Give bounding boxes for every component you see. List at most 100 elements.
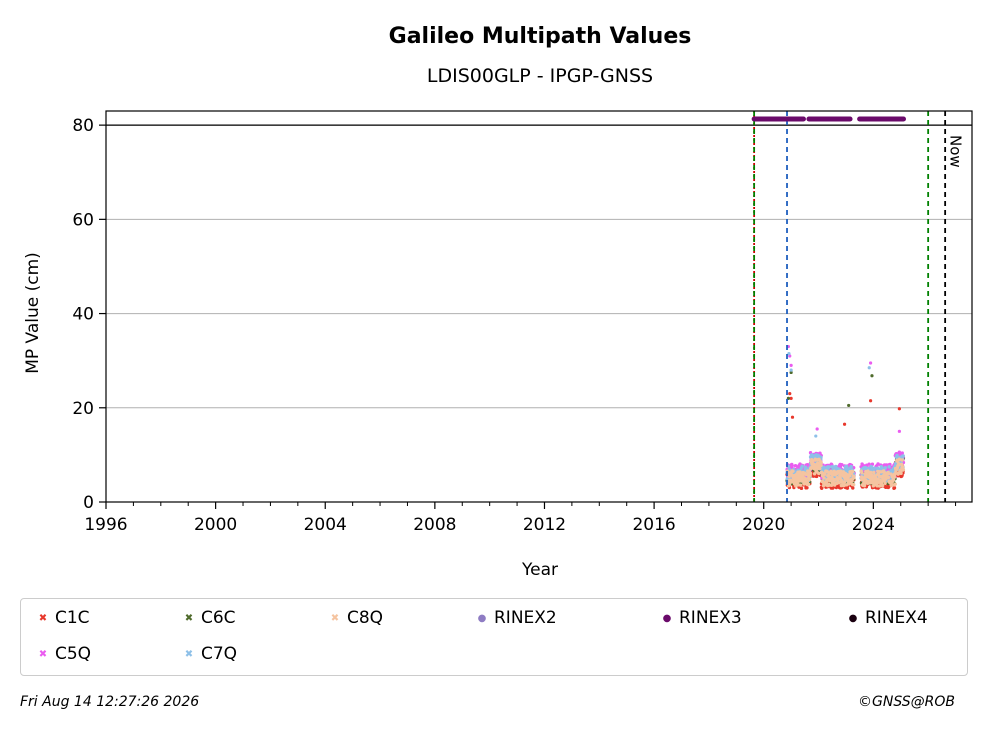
point-c5q <box>840 462 844 467</box>
plot-frame <box>105 110 973 503</box>
legend-item-c7q: ✖ C7Q <box>183 643 237 665</box>
legend-marker-c7q: ✖ <box>184 648 194 660</box>
point-c8q <box>794 484 798 488</box>
point-c8q <box>897 457 902 461</box>
now-label: Now <box>947 135 965 168</box>
legend-label: C1C <box>55 608 90 628</box>
spike-point-c5q <box>897 429 901 433</box>
spike-point-c1c <box>789 396 793 400</box>
legend-item-c5q: ✖ C5Q <box>37 643 91 665</box>
point-c8q <box>893 482 897 486</box>
legend-label: C7Q <box>201 644 238 664</box>
y-tick-label-0: 0 <box>83 493 94 513</box>
legend-label: RINEX3 <box>679 608 742 628</box>
point-c8q <box>863 481 867 486</box>
legend-item-rinex4: ● RINEX4 <box>847 607 928 629</box>
point-c8q <box>817 471 821 476</box>
x-tick-label-6: 2020 <box>742 515 785 535</box>
legend-label: RINEX2 <box>494 608 557 628</box>
point-c8q <box>818 466 822 471</box>
legend-marker-rinex3: ● <box>662 612 672 624</box>
x-axis-label: Year <box>521 560 558 580</box>
point-c8q <box>807 477 812 482</box>
x-tick-label-4: 2012 <box>523 515 566 535</box>
point-c5q <box>805 463 809 467</box>
point-c7q <box>887 465 891 469</box>
y-tick-label-3: 60 <box>72 210 94 230</box>
spike-point-c7q <box>814 434 818 438</box>
point-c7q <box>895 453 899 458</box>
point-c8q <box>787 474 791 479</box>
x-tick-label-2: 2004 <box>304 515 347 535</box>
point-c8q <box>883 481 887 485</box>
point-c8q <box>901 468 906 472</box>
legend-marker-c5q: ✖ <box>38 648 48 660</box>
point-c8q <box>823 472 827 476</box>
point-c7q <box>883 466 888 470</box>
x-tick-label-7: 2024 <box>852 515 895 535</box>
spike-point-c6c <box>789 370 793 375</box>
spike-point-c7q <box>867 366 871 370</box>
chart-subtitle: LDIS00GLP - IPGP-GNSS <box>427 65 653 87</box>
legend-label: C5Q <box>55 644 92 664</box>
point-c7q <box>901 454 905 458</box>
legend: ✖ C1C ✖ C6C ✖ C8Q ● RINEX2 ● RINEX3 ● RI… <box>20 598 968 676</box>
spike-point-c1c <box>788 392 792 396</box>
footer-timestamp: Fri Aug 14 12:27:26 2026 <box>20 694 200 710</box>
spike-point-c6c <box>847 403 851 408</box>
legend-marker-rinex2: ● <box>477 612 487 624</box>
point-c1c <box>805 486 809 490</box>
point-c8q <box>892 474 897 479</box>
y-tick-label-4: 80 <box>72 116 94 136</box>
point-c1c <box>892 486 897 490</box>
point-c8q <box>819 463 823 468</box>
point-c7q <box>849 465 853 469</box>
point-c8q <box>852 475 856 480</box>
point-c8q <box>880 483 885 488</box>
x-tick-label-3: 2008 <box>413 515 456 535</box>
legend-marker-rinex4: ● <box>848 612 858 624</box>
x-tick-label-0: 1996 <box>84 515 127 535</box>
point-c8q <box>822 476 826 480</box>
point-c8q <box>833 478 837 482</box>
point-c8q <box>886 472 890 476</box>
point-c5q <box>900 451 904 455</box>
legend-label: RINEX4 <box>865 608 928 628</box>
x-tick-label-1: 2000 <box>194 515 237 535</box>
spike-point-c1c <box>869 399 873 403</box>
plot-area: Now 1996 2000 2004 2008 2012 2016 2020 2024 0 20 40… <box>72 110 973 535</box>
spike-point-c5q <box>815 427 819 431</box>
legend-item-rinex3: ● RINEX3 <box>661 607 742 629</box>
point-c8q <box>900 458 904 462</box>
footer-credit: ©GNSS@ROB <box>858 694 955 710</box>
point-c8q <box>851 482 856 487</box>
point-c8q <box>819 460 823 465</box>
point-c1c <box>799 486 804 491</box>
point-c8q <box>889 483 894 488</box>
point-c5q <box>790 463 794 468</box>
point-c8q <box>860 471 864 475</box>
legend-marker-c6c: ✖ <box>184 612 194 624</box>
point-c8q <box>808 471 813 476</box>
legend-item-c1c: ✖ C1C <box>37 607 90 629</box>
point-c8q <box>787 482 792 486</box>
point-c7q <box>872 466 877 470</box>
legend-label: C8Q <box>347 608 384 628</box>
point-c8q <box>899 471 903 476</box>
spike-point-c7q <box>787 352 791 356</box>
spike-point-c7q <box>789 368 793 372</box>
legend-item-c6c: ✖ C6C <box>183 607 236 629</box>
point-c8q <box>891 478 896 482</box>
legend-marker-c8q: ✖ <box>330 612 340 624</box>
point-c7q <box>827 465 832 469</box>
spike-point-c1c <box>842 422 847 426</box>
point-c7q <box>800 464 804 468</box>
point-c8q <box>798 483 803 487</box>
point-c8q <box>806 482 811 487</box>
y-axis-label: MP Value (cm) <box>23 252 43 374</box>
spike-point-c6c <box>870 374 874 378</box>
spike-point-c1c <box>790 415 795 419</box>
legend-label: C6C <box>201 608 236 628</box>
point-c8q <box>842 480 847 484</box>
